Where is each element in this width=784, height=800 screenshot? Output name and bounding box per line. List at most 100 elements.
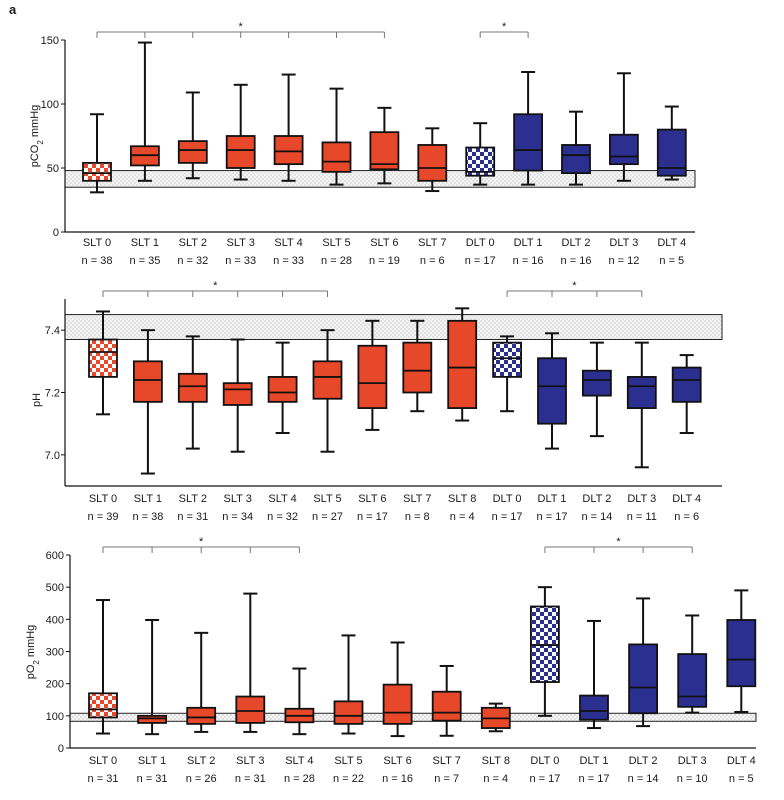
box-dlt-0 — [530, 586, 560, 717]
box-slt-2 — [177, 335, 208, 450]
box-dlt-4 — [671, 354, 702, 435]
x-tick-label: SLT 7 — [418, 237, 446, 249]
y-tick-label: 7.2 — [45, 388, 60, 400]
x-tick-label: SLT 1 — [134, 493, 162, 505]
iqr-box — [177, 140, 208, 164]
significance-star: * — [213, 280, 218, 292]
sample-size-label: n = 12 — [608, 255, 639, 267]
iqr-box — [235, 695, 266, 724]
box-slt-7 — [402, 319, 433, 413]
x-tick-label: DLT 4 — [727, 755, 756, 767]
iqr-box — [537, 357, 567, 425]
iqr-box — [513, 113, 543, 172]
x-tick-label: SLT 3 — [236, 755, 264, 767]
y-tick-label: 50 — [47, 163, 59, 175]
sample-size-label: n = 16 — [513, 255, 544, 267]
iqr-box — [132, 360, 163, 403]
box-slt-1 — [137, 618, 168, 736]
box-dlt-0 — [465, 122, 496, 186]
x-tick-label: SLT 6 — [383, 755, 411, 767]
box-slt-4 — [267, 341, 298, 435]
box-slt-3 — [235, 592, 266, 733]
x-tick-label: SLT 2 — [187, 755, 215, 767]
sample-size-label: n = 17 — [537, 511, 568, 523]
x-tick-label: DLT 3 — [627, 493, 656, 505]
significance-star: * — [502, 21, 507, 33]
box-slt-8 — [447, 307, 478, 422]
x-tick-label: DLT 0 — [466, 237, 495, 249]
x-tick-label: SLT 0 — [89, 493, 117, 505]
iqr-box — [369, 131, 400, 171]
sample-size-label: n = 22 — [333, 773, 364, 785]
iqr-box — [88, 692, 118, 719]
iqr-box — [628, 643, 658, 715]
iqr-box — [177, 372, 208, 403]
iqr-box — [82, 161, 112, 182]
iqr-box — [222, 382, 253, 406]
reference-range-band — [69, 712, 757, 722]
box-dlt-3 — [626, 341, 657, 469]
iqr-box — [492, 341, 523, 378]
y-tick-label: 200 — [46, 679, 64, 691]
y-axis-label: pH — [31, 393, 43, 407]
sample-size-label: n = 7 — [434, 773, 459, 785]
sample-size-label: n = 10 — [677, 773, 708, 785]
box-slt-6 — [357, 319, 388, 431]
y-tick-label: 400 — [46, 614, 64, 626]
y-tick-label: 100 — [41, 99, 59, 111]
box-slt-0 — [82, 113, 112, 194]
significance-star: * — [616, 536, 621, 548]
sample-size-label: n = 6 — [674, 511, 699, 523]
chart-pco2: 0 50 100 150 pCO2 mmHg * * SLT 0 n = 38 SLT 1 n = … — [29, 21, 696, 267]
sample-size-label: n = 16 — [561, 255, 592, 267]
x-tick-label: SLT 7 — [433, 755, 461, 767]
x-tick-label: DLT 1 — [514, 237, 543, 249]
sample-size-label: n = 17 — [579, 773, 610, 785]
sample-size-label: n = 19 — [369, 255, 400, 267]
x-tick-label: SLT 1 — [138, 755, 166, 767]
sample-size-label: n = 27 — [312, 511, 343, 523]
box-dlt-3 — [677, 614, 708, 714]
iqr-box — [726, 619, 757, 688]
box-slt-0 — [88, 599, 118, 735]
x-tick-label: SLT 0 — [89, 755, 117, 767]
panel-label: a — [9, 2, 17, 17]
box-dlt-2 — [582, 341, 612, 438]
box-slt-2 — [186, 631, 217, 733]
x-tick-label: SLT 4 — [274, 237, 302, 249]
significance-star: * — [239, 21, 244, 33]
iqr-box — [88, 338, 118, 378]
iqr-box — [357, 344, 388, 409]
sample-size-label: n = 17 — [492, 511, 523, 523]
box-slt-8 — [480, 702, 511, 733]
x-tick-label: SLT 6 — [370, 237, 398, 249]
significance-star: * — [572, 280, 577, 292]
sample-size-label: n = 4 — [450, 511, 475, 523]
sample-size-label: n = 33 — [273, 255, 304, 267]
box-dlt-1 — [513, 71, 543, 186]
iqr-box — [609, 133, 639, 166]
box-slt-7 — [431, 664, 462, 737]
iqr-box — [582, 369, 612, 397]
iqr-box — [402, 341, 433, 394]
sample-size-label: n = 38 — [82, 255, 113, 267]
x-tick-label: DLT 2 — [562, 237, 591, 249]
y-tick-label: 600 — [46, 550, 64, 562]
box-dlt-2 — [561, 110, 591, 186]
box-slt-1 — [132, 329, 163, 475]
sample-size-label: n = 5 — [729, 773, 754, 785]
box-slt-1 — [129, 41, 160, 182]
x-tick-label: DLT 1 — [580, 755, 609, 767]
box-slt-7 — [417, 127, 448, 193]
x-tick-label: SLT 8 — [482, 755, 510, 767]
x-tick-label: SLT 2 — [179, 493, 207, 505]
box-slt-3 — [222, 338, 253, 453]
sample-size-label: n = 28 — [321, 255, 352, 267]
reference-range-band — [64, 314, 723, 341]
y-axis-label: pO2 mmHg — [25, 625, 41, 680]
iqr-box — [225, 135, 256, 169]
box-dlt-0 — [492, 335, 523, 413]
x-tick-label: DLT 2 — [582, 493, 611, 505]
y-axis-label: pCO2 mmHg — [29, 105, 45, 168]
